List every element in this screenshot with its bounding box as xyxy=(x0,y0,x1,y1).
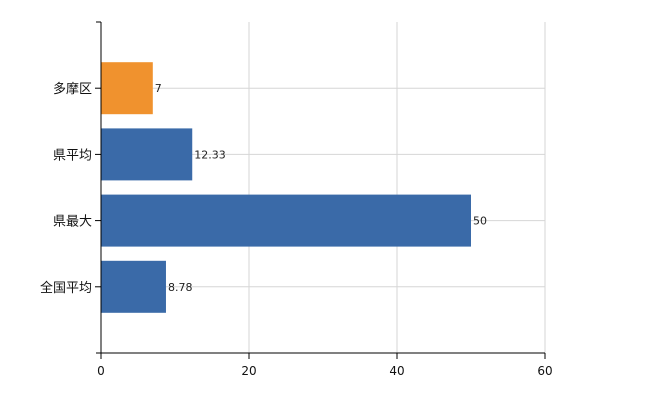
bar xyxy=(101,62,153,115)
bar xyxy=(101,194,471,247)
bar-value-label: 7 xyxy=(155,82,162,95)
x-tick-label: 0 xyxy=(97,364,105,378)
bar-value-label: 12.33 xyxy=(194,148,226,161)
x-tick-label: 40 xyxy=(389,364,404,378)
bar-value-label: 8.78 xyxy=(168,281,193,294)
x-tick-label: 20 xyxy=(241,364,256,378)
category-label: 県平均 xyxy=(53,148,92,163)
grid-lines xyxy=(101,22,546,353)
category-label: 多摩区 xyxy=(53,81,92,97)
bar xyxy=(101,260,166,313)
bar xyxy=(101,128,193,181)
category-label: 県最大 xyxy=(53,215,92,230)
category-label: 全国平均 xyxy=(40,280,92,296)
bars xyxy=(101,62,471,313)
bar-value-label: 50 xyxy=(473,215,487,228)
x-tick-label: 60 xyxy=(537,364,552,378)
axes xyxy=(95,21,546,359)
